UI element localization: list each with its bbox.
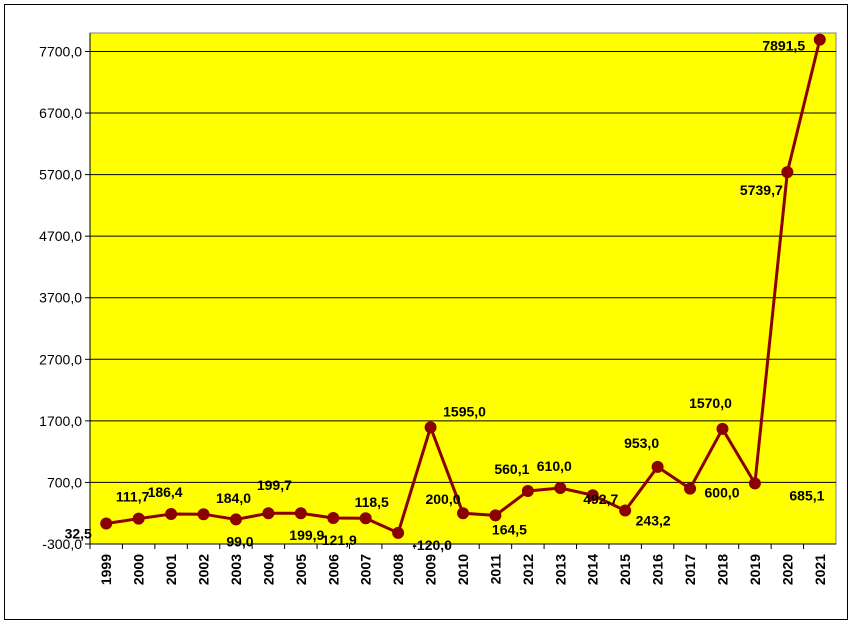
data-point <box>586 489 599 502</box>
x-tick-label: 2018 <box>714 554 730 585</box>
data-label: 953,0 <box>624 435 659 451</box>
data-point <box>813 33 826 46</box>
data-point <box>716 422 729 435</box>
x-tick-label: 2012 <box>520 554 536 585</box>
data-point <box>489 509 502 522</box>
data-point <box>684 482 697 495</box>
y-tick-label: 7700,0 <box>39 43 82 59</box>
data-label: 184,0 <box>216 490 251 506</box>
y-tick-label: 6700,0 <box>39 105 82 121</box>
data-point <box>327 512 340 525</box>
data-point <box>521 485 534 498</box>
x-tick-label: 2011 <box>487 554 503 585</box>
data-label: -120,0 <box>412 537 452 553</box>
x-tick-label: 2017 <box>682 554 698 585</box>
data-point <box>424 421 437 434</box>
data-point <box>457 507 469 520</box>
data-label: 186,4 <box>148 484 183 500</box>
x-tick-label: 2020 <box>779 554 795 585</box>
data-label: 685,1 <box>789 487 824 503</box>
y-tick-label: 3700,0 <box>39 290 82 306</box>
x-tick-label: 2008 <box>390 554 406 585</box>
y-axis: -300,0 700,0 1700,0 2700,0 3700,0 4700,0 5700,… <box>39 33 91 552</box>
data-label: 118,5 <box>355 494 389 510</box>
data-label: 164,5 <box>492 521 527 537</box>
data-point <box>262 507 275 520</box>
data-point <box>554 481 567 494</box>
x-tick-label: 2019 <box>747 554 763 585</box>
data-point <box>294 507 307 520</box>
x-tick-label: 2005 <box>293 554 309 585</box>
x-tick-label: 2014 <box>585 554 601 585</box>
x-tick-label: 2002 <box>196 554 212 585</box>
data-point <box>100 517 113 530</box>
data-label: 243,2 <box>636 513 671 529</box>
x-tick-label: 1999 <box>98 554 114 585</box>
data-label: 199,7 <box>257 477 292 493</box>
y-tick-label: 700,0 <box>47 474 82 490</box>
gridlines <box>90 50 836 483</box>
x-tick-label: 2010 <box>455 554 471 585</box>
data-label: 99,0 <box>226 533 253 549</box>
data-label: 5739,7 <box>740 182 783 198</box>
data-point <box>748 477 761 490</box>
y-tick-label: 4700,0 <box>39 228 82 244</box>
x-tick-label: 2006 <box>325 554 341 585</box>
data-point <box>651 460 664 473</box>
data-label: 7891,5 <box>762 38 805 54</box>
data-label: 111,7 <box>116 489 150 505</box>
x-tick-label: 2016 <box>650 554 666 585</box>
data-point <box>392 526 405 539</box>
x-tick-label: 2001 <box>163 554 179 585</box>
data-point <box>781 166 794 179</box>
data-point <box>229 513 242 526</box>
data-label: 1570,0 <box>689 395 732 411</box>
data-point <box>359 512 372 525</box>
data-label: 32,5 <box>65 526 92 542</box>
x-tick-label: 2013 <box>552 554 568 585</box>
data-point <box>165 508 178 521</box>
plot-area <box>89 32 837 545</box>
x-tick-label: 2004 <box>260 554 276 585</box>
y-tick-label: -300,0 <box>42 536 82 552</box>
data-point <box>619 504 632 517</box>
data-label: 121,9 <box>322 532 357 548</box>
x-tick-label: 2003 <box>228 554 244 585</box>
data-label: 492,7 <box>583 491 618 507</box>
y-tick-label: 5700,0 <box>39 167 82 183</box>
data-point <box>197 508 210 521</box>
x-tick-label: 2009 <box>423 554 439 585</box>
x-tick-label: 2007 <box>358 554 374 585</box>
data-point <box>132 512 145 525</box>
data-label: 560,1 <box>494 461 529 477</box>
x-tick-label: 2021 <box>812 554 828 585</box>
y-tick-label: 2700,0 <box>39 351 82 367</box>
x-axis: 1999 2000 2001 2002 2003 2004 2005 2006 2007 2008… <box>89 543 836 585</box>
y-tick-label: 1700,0 <box>39 413 82 429</box>
data-label: 199,9 <box>289 527 324 543</box>
data-label: 1595,0 <box>443 403 486 419</box>
data-label: 200,0 <box>425 491 460 507</box>
x-tick-label: 2015 <box>617 554 633 585</box>
data-points <box>100 33 826 539</box>
x-tick-label: 2000 <box>131 554 147 585</box>
data-label: 600,0 <box>705 485 740 501</box>
data-label: 610,0 <box>537 458 572 474</box>
